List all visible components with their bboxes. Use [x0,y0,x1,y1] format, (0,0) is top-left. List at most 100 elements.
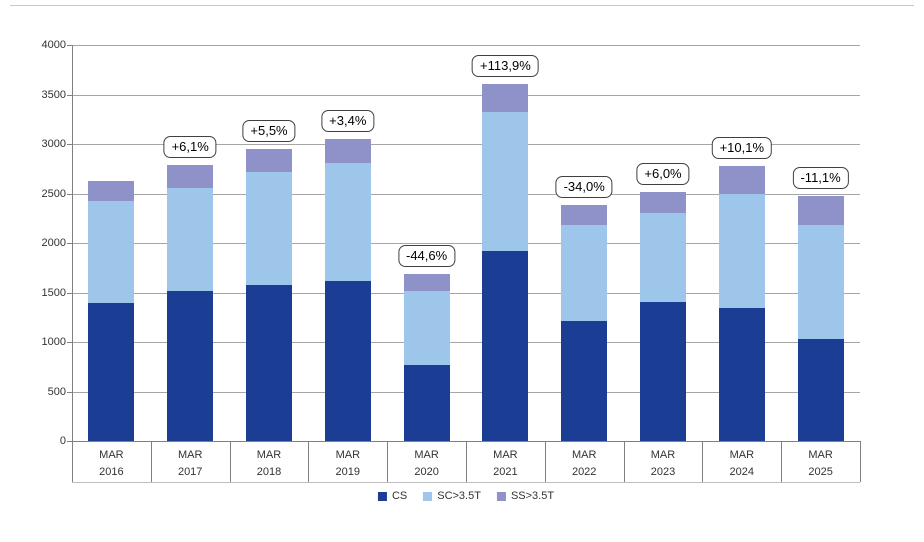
y-gridline [72,243,860,244]
x-axis-label-year: 2018 [256,466,282,478]
bar-segment-SC35T-2022 [561,225,608,322]
x-axis-label-month: MAR [729,449,755,461]
category-separator [702,441,704,482]
x-axis-label-month: MAR [650,449,676,461]
category-separator [229,441,231,482]
y-gridline [72,292,860,294]
bar-segment-CS-2022 [561,321,608,441]
x-axis-label-month: MAR [335,449,361,461]
y-axis-tick [67,342,72,343]
bar-segment-SC35T-2019 [324,162,371,281]
y-axis-tick-label: 2500 [41,187,66,200]
y-axis-tick-label: 0 [59,435,66,447]
x-axis-label-month: MAR [177,449,203,461]
x-axis-label-year: 2023 [650,466,676,478]
x-axis-label-month: MAR [256,449,282,461]
pct-change-label: -11,1% [792,167,849,190]
chart-top-border [10,5,914,6]
y-gridline [72,45,860,46]
y-axis-tick [67,94,72,96]
legend-item-SC35T: SC>3.5T [423,490,481,502]
x-axis-label-year: 2021 [493,466,518,478]
y-axis-tick [67,45,72,46]
y-axis-tick-label: 4000 [41,39,66,51]
legend-item-SS35T: SS>3.5T [496,490,554,502]
y-axis-tick [67,144,72,145]
pct-change-label: +6,0% [636,162,690,185]
y-axis-tick [67,292,72,294]
x-axis-label-month: MAR [99,449,124,461]
bar-segment-SS35T-2018 [246,148,292,172]
y-axis-tick-label: 1500 [41,286,66,299]
bar-segment-CS-2021 [482,250,529,441]
pct-change-label: +6,1% [163,135,217,158]
pct-change-label: +113,9% [472,54,539,77]
y-gridline [72,342,860,343]
y-axis-tick [67,193,72,195]
bar-segment-CS-2017 [167,291,214,441]
category-separator [544,441,546,482]
bar-segment-SC35T-2025 [797,225,844,340]
x-axis-label-year: 2024 [729,466,755,478]
legend-label: CS [391,490,408,502]
bar-segment-CS-2023 [640,302,686,441]
bar-segment-SC35T-2020 [403,291,450,365]
legend-label: SC>3.5T [437,490,481,502]
pct-change-label: +3,4% [321,110,375,133]
bar-segment-CS-2020 [403,364,450,441]
bar-segment-CS-2024 [718,308,765,441]
bar-segment-SS35T-2024 [718,165,765,195]
bar-segment-SS35T-2017 [167,164,214,188]
legend-swatch-icon [496,491,506,501]
bar-segment-SS35T-2016 [88,180,135,202]
x-axis-label-month: MAR [571,449,597,461]
y-axis-tick-label: 3000 [41,138,66,150]
y-gridline [72,144,860,145]
bar-segment-SS35T-2021 [482,83,529,113]
y-axis-tick-label: 500 [47,385,66,398]
bar-segment-CS-2018 [246,284,292,441]
bar-segment-SC35T-2018 [246,171,292,285]
x-axis-label-year: 2017 [177,466,203,478]
bar-segment-SS35T-2019 [324,139,371,163]
x-axis-label-month: MAR [414,449,439,461]
x-axis-label-year: 2020 [414,466,439,478]
y-axis-tick [67,243,72,244]
x-axis-label-year: 2025 [808,466,833,478]
legend-swatch-icon [423,491,433,501]
pct-change-label: -44,6% [397,244,456,267]
bar-segment-SC35T-2024 [718,194,765,309]
bar-segment-CS-2025 [797,339,844,441]
chart-legend: CS SC>3.5T SS>3.5T [377,490,554,502]
x-axis-label-year: 2022 [571,466,597,478]
bar-segment-CS-2016 [88,303,135,441]
bar-segment-SC35T-2017 [167,187,214,291]
bar-segment-CS-2019 [324,280,371,441]
pct-change-label: +5,5% [242,119,296,142]
category-separator [623,441,625,482]
y-axis-tick [67,441,72,442]
legend-swatch-icon [377,491,387,501]
bar-segment-SS35T-2020 [403,273,450,291]
y-gridline [72,193,860,195]
x-axis-label-year: 2016 [99,466,124,478]
bar-segment-SC35T-2016 [88,201,135,304]
category-separator [387,441,389,482]
bar-segment-SS35T-2025 [797,196,844,226]
y-axis-tick-label: 2000 [41,237,66,249]
category-separator [860,441,861,482]
bar-segment-SC35T-2023 [640,213,686,303]
category-separator [72,441,73,482]
category-band-bottom-border [72,482,860,483]
y-axis-tick-label: 3500 [41,88,66,101]
category-separator [308,441,310,482]
bar-segment-SS35T-2022 [561,205,608,226]
x-axis-label-month: MAR [493,449,518,461]
y-axis-tick-label: 1000 [41,336,66,348]
y-axis-line [72,45,73,441]
y-gridline [72,391,860,393]
x-axis-label-year: 2019 [335,466,361,478]
x-axis-label-month: MAR [808,449,833,461]
legend-item-CS: CS [377,490,408,502]
